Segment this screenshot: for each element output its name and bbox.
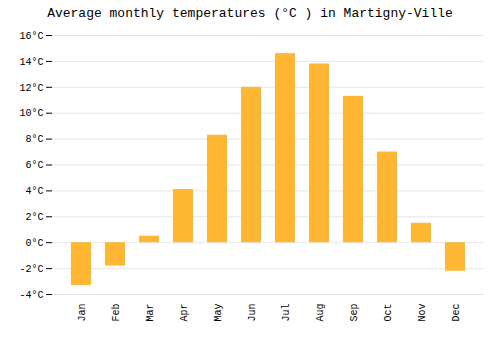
svg-text:10°C: 10°C [19,108,43,119]
svg-text:Jul: Jul [281,304,292,322]
svg-text:May: May [213,304,224,322]
svg-text:0°C: 0°C [25,238,43,249]
svg-text:Jun: Jun [247,304,258,322]
svg-text:Apr: Apr [179,304,190,322]
svg-text:Aug: Aug [315,304,326,322]
svg-text:Feb: Feb [111,304,122,322]
svg-text:4°C: 4°C [25,186,43,197]
svg-text:14°C: 14°C [19,57,43,68]
svg-text:Dec: Dec [451,304,462,322]
html-text:Average monthly temperatures (: Average monthly temperatures (°C ) in Ma… [47,6,453,21]
svg-text:16°C: 16°C [19,31,43,42]
svg-text:Nov: Nov [417,304,428,322]
svg-text:-4°C: -4°C [19,290,43,301]
svg-text:Mar: Mar [145,304,156,322]
svg-text:6°C: 6°C [25,160,43,171]
svg-text:Sep: Sep [349,304,360,322]
svg-text:Jan: Jan [77,304,88,322]
svg-text:-2°C: -2°C [19,264,43,275]
svg-text:2°C: 2°C [25,212,43,223]
svg-text:12°C: 12°C [19,83,43,94]
svg-text:Oct: Oct [383,304,394,322]
svg-text:8°C: 8°C [25,134,43,145]
